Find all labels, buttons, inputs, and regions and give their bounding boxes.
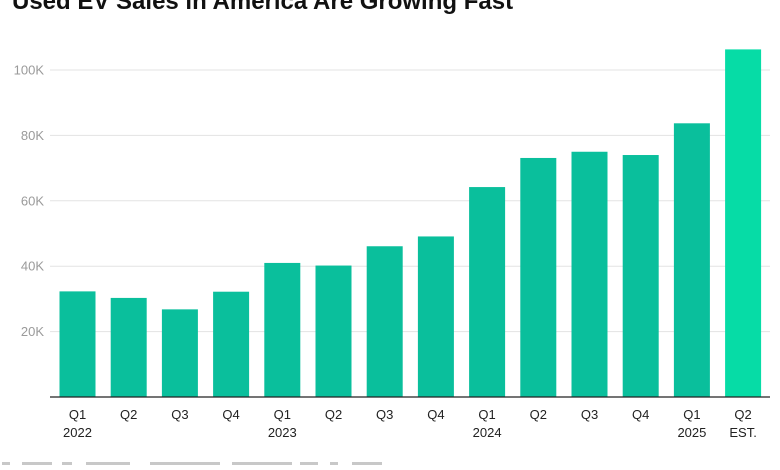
x-axis-labels: Q1 2022 Q2 Q3 Q4 Q1 2023 Q2 Q3 Q4 Q1 2024 Q2 Q3 Q4 Q1 20… <box>63 407 757 440</box>
x-tick-label: Q1 <box>683 407 700 422</box>
x-tick-sublabel: 2024 <box>473 425 502 440</box>
bar <box>213 291 250 397</box>
x-tick-label: Q2 <box>530 407 547 422</box>
x-tick-sublabel: 2023 <box>268 425 297 440</box>
y-tick-label: 100K <box>14 63 45 78</box>
x-tick-label: Q2 <box>120 407 137 422</box>
x-tick-label: Q1 <box>478 407 495 422</box>
bar <box>571 151 608 397</box>
truncated-footnote <box>0 462 400 470</box>
chart-title: Used EV Sales in America Are Growing Fas… <box>12 0 514 15</box>
bar <box>110 297 147 397</box>
bar <box>673 123 710 398</box>
bar <box>264 262 301 397</box>
x-tick-sublabel: 2022 <box>63 425 92 440</box>
bar <box>622 155 659 397</box>
bar <box>417 236 454 397</box>
grid-lines <box>50 69 770 333</box>
x-tick-label: Q1 <box>274 407 291 422</box>
x-tick-label: Q3 <box>171 407 188 422</box>
x-tick-label: Q2 <box>325 407 342 422</box>
x-tick-label: Q3 <box>581 407 598 422</box>
y-tick-label: 80K <box>21 128 44 143</box>
bar <box>366 246 403 397</box>
x-tick-label: Q4 <box>222 407 239 422</box>
x-tick-sublabel: EST. <box>729 425 756 440</box>
y-tick-label: 60K <box>21 193 44 208</box>
bar <box>59 291 96 397</box>
bar <box>520 157 557 397</box>
y-axis-ticks: 20K 40K 60K 80K 100K <box>14 63 45 340</box>
bars <box>59 49 762 398</box>
y-tick-label: 20K <box>21 324 44 339</box>
bar <box>315 265 352 397</box>
x-tick-sublabel: 2025 <box>677 425 706 440</box>
bar <box>469 187 506 397</box>
x-tick-label: Q4 <box>632 407 649 422</box>
x-tick-label: Q3 <box>376 407 393 422</box>
bar <box>725 49 762 398</box>
y-tick-label: 40K <box>21 259 44 274</box>
bar <box>161 309 198 397</box>
x-tick-label: Q4 <box>427 407 444 422</box>
x-tick-label: Q2 <box>734 407 751 422</box>
x-tick-label: Q1 <box>69 407 86 422</box>
